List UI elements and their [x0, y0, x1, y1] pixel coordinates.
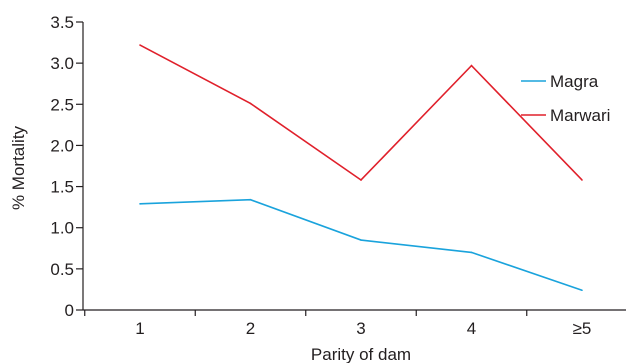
data-point-marwari [139, 44, 141, 46]
legend-label-marwari: Marwari [550, 106, 610, 125]
x-tick-label: 3 [356, 319, 365, 338]
data-point-magra [470, 251, 473, 254]
data-point-magra [139, 203, 141, 205]
x-tick-label: 4 [467, 319, 476, 338]
data-point-marwari [581, 179, 583, 181]
data-point-magra [360, 239, 362, 241]
legend-label-magra: Magra [550, 72, 599, 91]
y-tick-label: 0.5 [50, 260, 74, 279]
y-tick-label: 1.5 [50, 178, 74, 197]
series-line-magra [139, 198, 583, 292]
data-point-marwari [360, 179, 362, 181]
series-group [139, 44, 583, 292]
x-tick-label: 2 [246, 319, 255, 338]
y-tick-label: 3.0 [50, 54, 74, 73]
legend: Magra Marwari [521, 72, 610, 125]
x-axis-title: Parity of dam [311, 345, 411, 363]
y-tick-label: 2.0 [50, 136, 74, 155]
y-axis-title: % Mortality [9, 125, 28, 210]
y-tick-label: 1.0 [50, 219, 74, 238]
series-line-marwari [139, 44, 583, 182]
y-axis: 0 0.5 1.0 1.5 2.0 2.5 3.0 3.5 [50, 13, 84, 320]
data-point-marwari [470, 64, 473, 67]
data-point-magra [249, 198, 252, 201]
y-tick-label: 3.5 [50, 13, 74, 32]
y-tick-label: 0 [65, 301, 74, 320]
x-tick-label: ≥5 [573, 319, 592, 338]
y-tick-label: 2.5 [50, 95, 74, 114]
data-point-magra [581, 289, 583, 292]
x-axis: 1 2 3 4 ≥5 [83, 309, 626, 338]
data-point-marwari [249, 102, 252, 105]
x-tick-label: 1 [135, 319, 144, 338]
